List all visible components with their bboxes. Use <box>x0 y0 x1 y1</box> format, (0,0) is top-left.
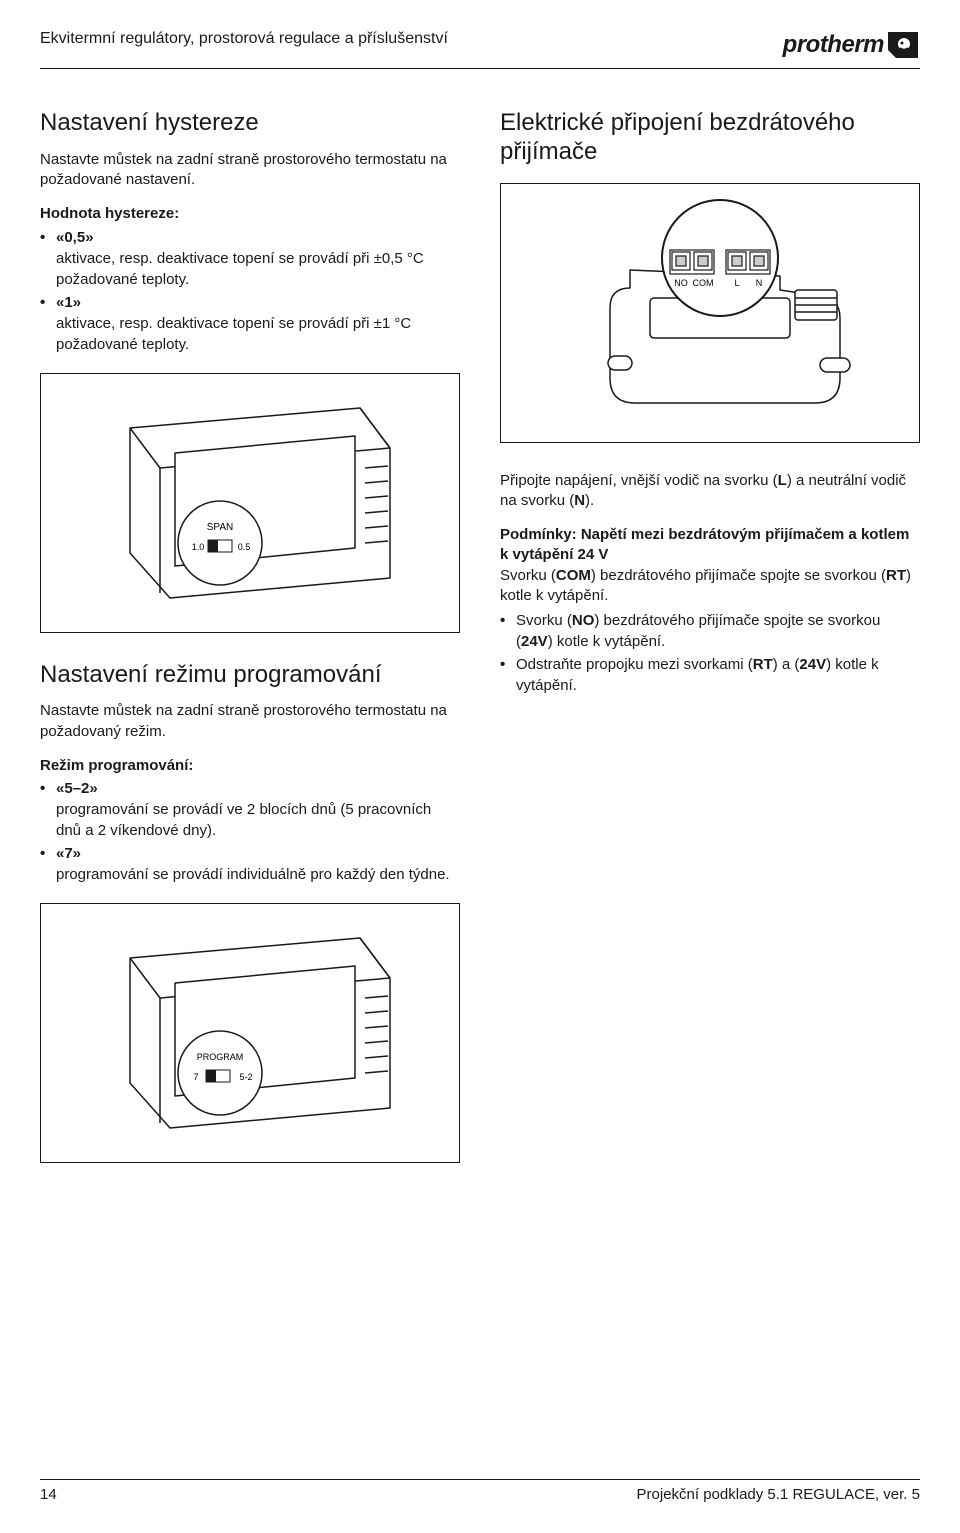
list-item-code: «0,5» <box>56 229 94 246</box>
svg-text:L: L <box>734 278 739 288</box>
list-item: «0,5» aktivace, resp. deaktivace topení … <box>40 227 460 290</box>
para-program-intro: Nastavte můstek na zadní straně prostoro… <box>40 701 460 742</box>
list-item-text: programování se provádí ve 2 blocích dnů… <box>56 801 431 839</box>
figure-thermostat-span: SPAN 1.0 0.5 <box>40 373 460 633</box>
list-item: «5–2» programování se provádí ve 2 blocí… <box>40 778 460 841</box>
brand-logo: protherm <box>783 30 920 60</box>
svg-text:5-2: 5-2 <box>239 1072 252 1082</box>
document-title: Projekční podklady 5.1 REGULACE, ver. 5 <box>637 1486 920 1503</box>
heading-hysteresis: Nastavení hystereze <box>40 109 460 138</box>
list-program-mode: «5–2» programování se provádí ve 2 blocí… <box>40 778 460 885</box>
list-hysteresis: «0,5» aktivace, resp. deaktivace topení … <box>40 227 460 355</box>
list-item: «7» programování se provádí individuálně… <box>40 843 460 885</box>
right-column: Elektrické připojení bezdrátového přijím… <box>500 109 920 1191</box>
header-title: Ekvitermní regulátory, prostorová regula… <box>40 30 448 48</box>
para-hysteresis-intro: Nastavte můstek na zadní straně prostoro… <box>40 150 460 191</box>
heading-program-mode: Nastavení režimu programování <box>40 661 460 690</box>
svg-text:COM: COM <box>693 278 714 288</box>
figure-receiver-terminals: NO COM L N <box>500 183 920 443</box>
left-column: Nastavení hystereze Nastavte můstek na z… <box>40 109 460 1191</box>
svg-text:NO: NO <box>674 278 688 288</box>
page-footer: 14 Projekční podklady 5.1 REGULACE, ver.… <box>40 1479 920 1503</box>
list-item-text: aktivace, resp. deaktivace topení se pro… <box>56 315 411 353</box>
svg-text:N: N <box>756 278 763 288</box>
para-connect-power: Připojte napájení, vnější vodič na svork… <box>500 471 920 512</box>
page-header: Ekvitermní regulátory, prostorová regula… <box>40 30 920 69</box>
list-item: «1» aktivace, resp. deaktivace topení se… <box>40 292 460 355</box>
svg-text:0.5: 0.5 <box>238 542 251 552</box>
list-item-code: «1» <box>56 294 81 311</box>
list-conditions: Svorku (NO) bezdrátového přijímače spojt… <box>500 610 920 696</box>
list-item-text: programování se provádí individuálně pro… <box>56 866 450 883</box>
page-number: 14 <box>40 1486 57 1503</box>
svg-text:PROGRAM: PROGRAM <box>197 1052 244 1062</box>
figure-thermostat-program: PROGRAM 7 5-2 <box>40 903 460 1163</box>
svg-text:SPAN: SPAN <box>207 522 234 533</box>
svg-text:7: 7 <box>193 1072 198 1082</box>
label-program-mode: Režim programování: <box>40 756 460 776</box>
heading-electrical-connection: Elektrické připojení bezdrátového přijím… <box>500 109 920 167</box>
list-item: Odstraňte propojku mezi svorkami (RT) a … <box>500 654 920 696</box>
list-item-code: «5–2» <box>56 780 98 797</box>
content-columns: Nastavení hystereze Nastavte můstek na z… <box>40 109 920 1191</box>
list-item-code: «7» <box>56 845 81 862</box>
label-hysteresis-value: Hodnota hystereze: <box>40 204 460 224</box>
list-item-text: aktivace, resp. deaktivace topení se pro… <box>56 250 424 288</box>
brand-logo-text: protherm <box>783 31 884 59</box>
svg-text:1.0: 1.0 <box>192 542 205 552</box>
para-conditions: Podmínky: Napětí mezi bezdrátovým přijím… <box>500 525 920 606</box>
brand-logo-icon <box>886 30 920 60</box>
list-item: Svorku (NO) bezdrátového přijímače spojt… <box>500 610 920 652</box>
